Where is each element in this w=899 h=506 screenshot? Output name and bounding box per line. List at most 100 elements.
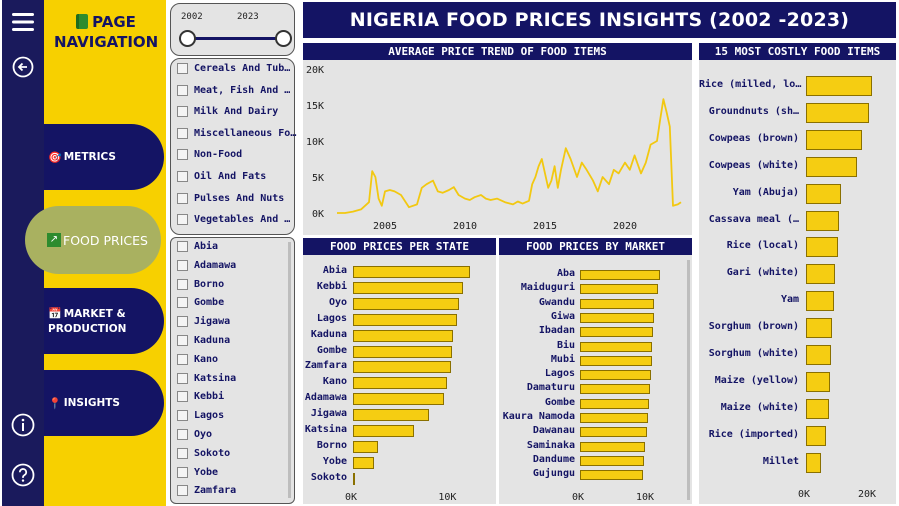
- bar[interactable]: [353, 361, 451, 374]
- checkbox[interactable]: [177, 447, 188, 459]
- category-option[interactable]: Milk And Dairy: [177, 106, 278, 118]
- state-option[interactable]: Oyo: [177, 429, 212, 440]
- bar[interactable]: [580, 384, 650, 395]
- checkbox[interactable]: [177, 192, 188, 204]
- checkbox[interactable]: [177, 171, 188, 182]
- state-option[interactable]: Borno: [177, 278, 224, 290]
- chart-scrollbar[interactable]: [687, 260, 690, 500]
- bar[interactable]: [353, 266, 470, 278]
- bar[interactable]: [353, 393, 445, 406]
- bar[interactable]: [806, 129, 862, 150]
- state-option[interactable]: Kebbi: [177, 391, 224, 403]
- bar[interactable]: [806, 237, 839, 258]
- checkbox[interactable]: [177, 214, 188, 226]
- slider-track[interactable]: [187, 37, 283, 40]
- back-arrow-icon[interactable]: [10, 54, 36, 80]
- state-option[interactable]: Zamfara: [177, 485, 236, 497]
- checkbox[interactable]: [177, 335, 188, 346]
- bar[interactable]: [580, 413, 648, 423]
- bar[interactable]: [580, 327, 653, 338]
- state-option[interactable]: Gombe: [177, 297, 224, 309]
- bar[interactable]: [806, 264, 836, 285]
- state-option[interactable]: Katsina: [177, 372, 236, 384]
- nav-button-market-production[interactable]: 📅 MARKET & PRODUCTION: [44, 288, 164, 354]
- bar[interactable]: [580, 427, 647, 438]
- state-option[interactable]: Jigawa: [177, 316, 230, 328]
- bar[interactable]: [806, 345, 831, 365]
- category-option[interactable]: Vegetables And …: [177, 214, 290, 226]
- bar[interactable]: [353, 425, 414, 437]
- bar[interactable]: [353, 281, 464, 294]
- state-option[interactable]: Kano: [177, 353, 218, 365]
- bar[interactable]: [580, 312, 654, 323]
- bar[interactable]: [806, 318, 832, 339]
- category-option[interactable]: Non-Food: [177, 149, 242, 161]
- checkbox[interactable]: [177, 466, 188, 478]
- checkbox[interactable]: [177, 63, 188, 74]
- bar[interactable]: [806, 291, 834, 312]
- help-icon[interactable]: [10, 462, 36, 488]
- checkbox[interactable]: [177, 485, 188, 497]
- bar[interactable]: [580, 441, 646, 452]
- bar[interactable]: [580, 270, 660, 280]
- bar[interactable]: [353, 472, 355, 485]
- bar[interactable]: [806, 156, 857, 177]
- checkbox[interactable]: [177, 278, 188, 290]
- checkbox[interactable]: [177, 353, 188, 365]
- bar[interactable]: [806, 183, 841, 204]
- state-option[interactable]: Yobe: [177, 466, 218, 478]
- state-option[interactable]: Lagos: [177, 410, 224, 422]
- bar[interactable]: [806, 452, 821, 473]
- checkbox[interactable]: [177, 149, 188, 161]
- bar[interactable]: [580, 298, 655, 309]
- menu-icon[interactable]: [10, 9, 36, 35]
- category-option[interactable]: Cereals And Tub…: [177, 63, 290, 74]
- bar[interactable]: [806, 210, 839, 231]
- bar[interactable]: [580, 341, 653, 352]
- category-option[interactable]: Oil And Fats: [177, 171, 266, 182]
- price-trend-line[interactable]: [337, 98, 682, 214]
- checkbox[interactable]: [177, 410, 188, 422]
- bar[interactable]: [580, 284, 659, 295]
- category-option[interactable]: Pulses And Nuts: [177, 192, 284, 204]
- checkbox[interactable]: [177, 259, 188, 271]
- bar[interactable]: [806, 425, 826, 446]
- checkbox[interactable]: [177, 297, 188, 309]
- checkbox[interactable]: [177, 127, 188, 139]
- category-option[interactable]: Meat, Fish And …: [177, 84, 290, 96]
- category-option[interactable]: Miscellaneous Fo…: [177, 127, 296, 139]
- bar[interactable]: [806, 371, 830, 392]
- checkbox[interactable]: [177, 316, 188, 328]
- bar[interactable]: [580, 370, 652, 381]
- info-icon[interactable]: [10, 412, 36, 438]
- checkbox[interactable]: [177, 391, 188, 403]
- bar[interactable]: [806, 102, 869, 123]
- bar[interactable]: [353, 329, 453, 342]
- state-option[interactable]: Abia: [177, 241, 218, 252]
- bar[interactable]: [353, 440, 379, 453]
- checkbox[interactable]: [177, 84, 188, 96]
- bar[interactable]: [806, 398, 830, 419]
- nav-button-food-prices[interactable]: ↗ FOOD PRICES: [25, 206, 161, 274]
- slider-handle-start[interactable]: [179, 30, 196, 47]
- bar[interactable]: [580, 455, 644, 466]
- filter-scrollbar[interactable]: [288, 242, 291, 498]
- bar[interactable]: [806, 76, 872, 96]
- bar[interactable]: [353, 409, 429, 422]
- state-option[interactable]: Kaduna: [177, 335, 230, 346]
- bar[interactable]: [580, 355, 652, 366]
- state-option[interactable]: Adamawa: [177, 259, 236, 271]
- nav-button-metrics[interactable]: 🎯 METRICS: [44, 124, 164, 190]
- bar[interactable]: [353, 297, 460, 310]
- checkbox[interactable]: [177, 429, 188, 440]
- checkbox[interactable]: [177, 372, 188, 384]
- bar[interactable]: [353, 313, 457, 326]
- bar[interactable]: [580, 398, 650, 409]
- checkbox[interactable]: [177, 106, 188, 118]
- slider-handle-end[interactable]: [275, 30, 292, 47]
- bar[interactable]: [353, 456, 374, 469]
- state-option[interactable]: Sokoto: [177, 447, 230, 459]
- bar[interactable]: [353, 345, 452, 358]
- checkbox[interactable]: [177, 241, 188, 252]
- nav-button-insights[interactable]: 📍 INSIGHTS: [44, 370, 164, 436]
